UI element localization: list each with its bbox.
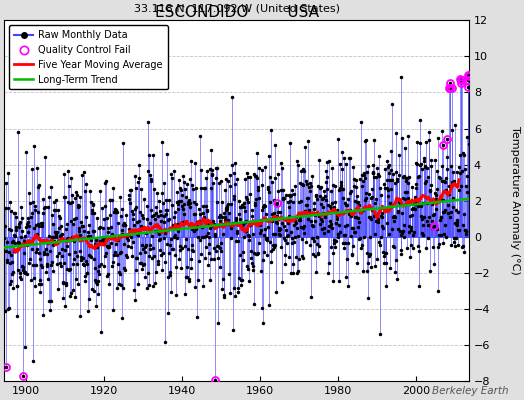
Y-axis label: Temperature Anomaly (°C): Temperature Anomaly (°C) xyxy=(510,126,520,275)
Text: 33.118 N, 117.092 W (United States): 33.118 N, 117.092 W (United States) xyxy=(134,3,340,13)
Title: ESCONDIDO        USA: ESCONDIDO USA xyxy=(155,5,319,20)
Text: Berkeley Earth: Berkeley Earth xyxy=(432,386,508,396)
Legend: Raw Monthly Data, Quality Control Fail, Five Year Moving Average, Long-Term Tren: Raw Monthly Data, Quality Control Fail, … xyxy=(9,25,168,90)
